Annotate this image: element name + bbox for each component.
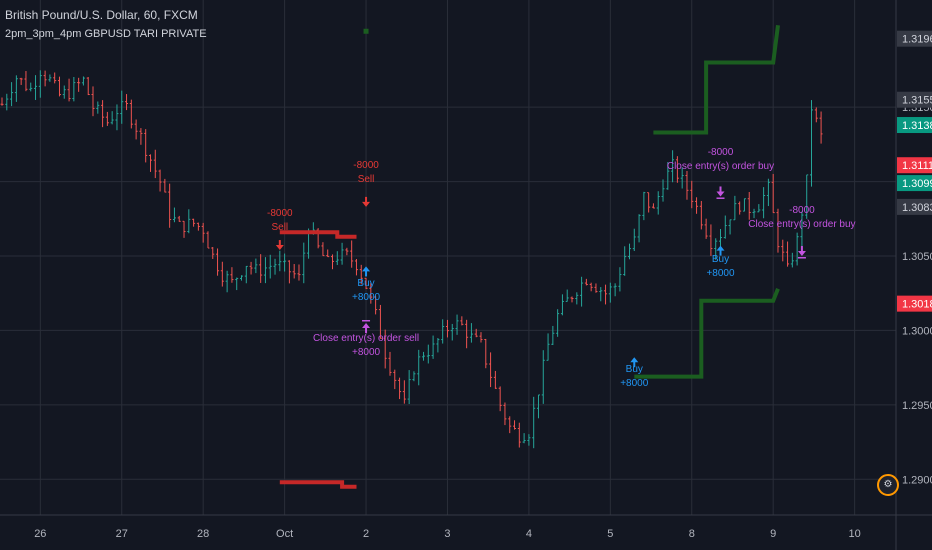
signal-label: -8000: [353, 160, 379, 171]
signal-label: Sell: [358, 174, 375, 185]
price-badge-label: 1.3018: [902, 299, 932, 311]
signal-arrow-stem: [719, 249, 722, 256]
signal-arrow-stem: [365, 196, 368, 203]
price-badge-label: 1.3138: [902, 120, 932, 132]
signal-arrow-down-icon: [797, 251, 806, 257]
strategy-lines: [279, 25, 780, 489]
trade-signals: -8000 Sell -8000 Sell Buy +8000 Close entry(s)…: [267, 147, 856, 389]
signal-label: +8000: [352, 347, 381, 358]
signal-label: Close entry(s) order buy: [667, 161, 774, 172]
signal-arrow-bar: [716, 197, 725, 199]
y-tick-label: 1.3050: [902, 251, 932, 263]
signal-label: +8000: [352, 292, 381, 303]
price-badge-label: 1.3083: [902, 202, 932, 214]
signal-arrow-down-icon: [275, 245, 284, 251]
signal-arrow-bar: [797, 257, 806, 259]
signal-label: Buy: [626, 364, 643, 375]
signal-arrow-stem: [719, 186, 722, 193]
price-axis[interactable]: 1.29001.29501.30001.30501.31001.31501.31…: [895, 0, 932, 550]
x-tick-label: 4: [526, 528, 532, 540]
time-axis[interactable]: 26 27 28 Oct 2 3 4 5 8 9 10: [0, 514, 932, 540]
x-tick-label: 26: [34, 528, 46, 540]
signal-label: +8000: [620, 378, 649, 389]
green-level-line: [653, 25, 780, 135]
price-badge: [897, 295, 932, 312]
signal-arrow-up-icon: [362, 322, 371, 328]
x-tick-label: 2: [363, 528, 369, 540]
chart-grid: [0, 0, 896, 515]
price-badge-label: 1.3155: [902, 95, 932, 107]
x-tick-label: 28: [197, 528, 209, 540]
signal-arrow-stem: [278, 240, 281, 247]
signal-label: Close entry(s) order buy: [748, 219, 855, 230]
green-level-line: [634, 288, 780, 379]
y-tick-label: 1.2900: [902, 474, 932, 486]
signal-arrow-stem: [633, 361, 636, 368]
price-badge: [897, 198, 932, 215]
signal-arrow-up-icon: [362, 266, 371, 272]
price-badge: [897, 91, 932, 108]
price-badge: [897, 117, 932, 134]
marker-dot: [363, 28, 369, 34]
y-tick-label: 1.3000: [902, 325, 932, 337]
price-badge-label: 1.3111: [902, 160, 932, 172]
signal-arrow-down-icon: [716, 191, 725, 197]
signal-label: -8000: [789, 205, 815, 216]
price-badge-label: 1.3099: [902, 178, 932, 190]
x-tick-label: 5: [607, 528, 613, 540]
signal-label: -8000: [708, 147, 734, 158]
study-title: 2pm_3pm_4pm GBPUSD TARI PRIVATE: [5, 28, 207, 40]
signal-arrow-up-icon: [716, 245, 725, 251]
signal-label: Buy: [357, 278, 374, 289]
x-tick-label: 8: [689, 528, 695, 540]
price-badge-label: 1.3196: [902, 34, 932, 46]
signal-label: Buy: [712, 254, 729, 265]
x-tick-label: 3: [444, 528, 450, 540]
price-badge: [897, 175, 932, 192]
x-tick-label: 9: [770, 528, 776, 540]
price-badge: [897, 30, 932, 47]
red-level-line: [279, 230, 357, 239]
signal-arrow-up-icon: [630, 357, 639, 363]
x-tick-label: 27: [116, 528, 128, 540]
tradingview-logo-icon[interactable]: ⚙: [877, 474, 899, 496]
price-badge: [897, 157, 932, 174]
signal-arrow-down-icon: [362, 201, 371, 207]
signal-label: +8000: [706, 268, 735, 279]
signal-arrow-stem: [365, 326, 368, 333]
x-tick-label: Oct: [276, 528, 293, 540]
x-tick-label: 10: [848, 528, 860, 540]
symbol-title: British Pound/U.S. Dollar, 60, FXCM: [5, 8, 198, 22]
candlestick-series: [0, 70, 823, 449]
signal-arrow-stem: [800, 246, 803, 253]
signal-arrow-bar: [362, 319, 371, 322]
signal-label: Close entry(s) order sell: [313, 333, 419, 344]
signal-arrow-stem: [365, 270, 368, 277]
y-tick-label: 1.2950: [902, 400, 932, 412]
red-level-line: [279, 480, 357, 489]
signal-label: -8000: [267, 208, 293, 219]
signal-label: Sell: [271, 222, 288, 233]
